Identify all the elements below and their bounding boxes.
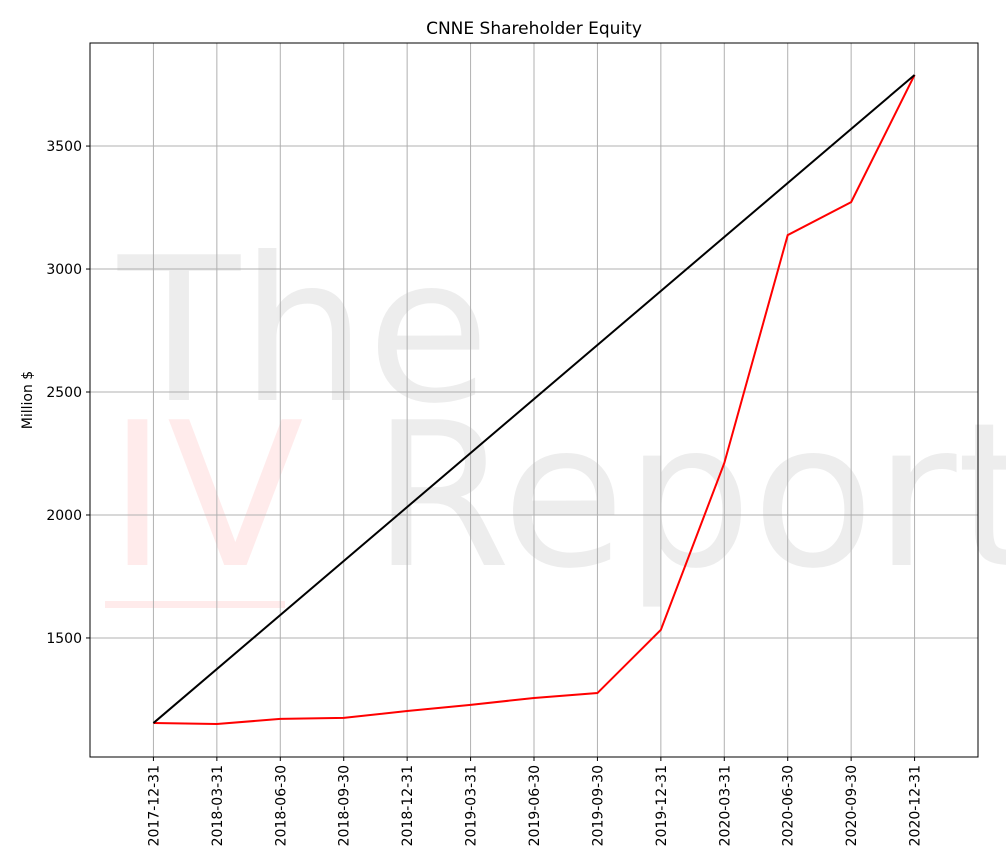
- y-tick-label: 2000: [46, 508, 82, 524]
- y-axis-label: Million $: [20, 371, 36, 429]
- chart-title: CNNE Shareholder Equity: [426, 19, 642, 39]
- watermark-text: IV: [108, 380, 304, 613]
- y-tick-label: 2500: [46, 385, 82, 401]
- y-tick-label: 3500: [46, 139, 82, 155]
- watermark-text: Report: [372, 380, 1006, 613]
- x-tick-label: 2020-06-30: [781, 765, 797, 846]
- x-tick-label: 2018-06-30: [273, 765, 289, 846]
- y-tick-label: 1500: [46, 631, 82, 647]
- x-tick-label: 2019-12-31: [654, 765, 670, 846]
- x-tick-label: 2020-03-31: [717, 765, 733, 846]
- data-line: [153, 74, 916, 726]
- x-tick-label: 2019-06-30: [527, 765, 543, 846]
- x-tick-label: 2019-03-31: [464, 765, 480, 846]
- watermark: The IV Report: [105, 215, 1006, 613]
- x-tick-label: 2020-12-31: [908, 765, 924, 846]
- x-tick-label: 2018-03-31: [210, 765, 226, 846]
- y-tick-label: 3000: [46, 262, 82, 278]
- data-line: [152, 74, 916, 724]
- x-tick-label: 2017-12-31: [146, 765, 162, 846]
- x-tick-label: 2018-09-30: [337, 765, 353, 846]
- x-tick-label: 2018-12-31: [400, 765, 416, 846]
- x-tick-label: 2019-09-30: [590, 765, 606, 846]
- plot-frame: [89, 42, 979, 758]
- x-tick-label: 2020-09-30: [844, 765, 860, 846]
- watermark-text: The: [117, 215, 490, 448]
- watermark-underline: [105, 601, 285, 608]
